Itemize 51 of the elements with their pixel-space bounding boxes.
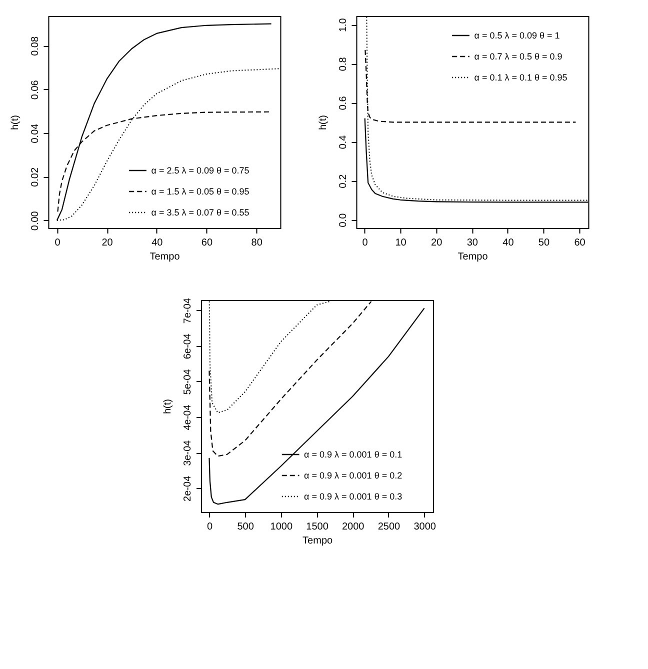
x-tick-label: 0 — [54, 238, 61, 248]
x-tick-label: 30 — [466, 238, 478, 248]
y-tick-label: 0.04 — [30, 123, 41, 144]
x-tick-label: 40 — [152, 238, 164, 248]
legend-label: α = 2.5 λ = 0.09 θ = 0.75 — [151, 166, 250, 176]
y-tick-label: 0.8 — [338, 56, 349, 72]
y-axis-title: h(t) — [10, 115, 21, 130]
x-tick-label: 2000 — [342, 522, 365, 532]
x-tick-label: 10 — [395, 238, 407, 248]
x-tick-label: 60 — [574, 238, 586, 248]
y-tick-label: 0.6 — [338, 96, 349, 110]
y-axis-title: h(t) — [162, 399, 174, 414]
x-tick-label: 0 — [362, 238, 368, 248]
x-tick-label: 0 — [206, 522, 213, 532]
y-tick-label: 0.0 — [338, 212, 349, 228]
x-axis-title: Tempo — [150, 252, 180, 262]
legend-label: α = 0.9 λ = 0.001 θ = 0.2 — [304, 470, 402, 480]
legend-label: α = 0.1 λ = 0.1 θ = 0.95 — [474, 72, 568, 82]
x-tick-label: 2500 — [378, 522, 401, 532]
x-tick-label: 50 — [538, 238, 550, 248]
y-tick-label: 3e-04 — [182, 440, 194, 466]
y-tick-label: 1.0 — [338, 18, 349, 32]
x-tick-label: 500 — [237, 522, 254, 532]
x-tick-label: 1500 — [306, 522, 329, 532]
legend-label: α = 0.7 λ = 0.5 θ = 0.9 — [474, 52, 562, 62]
y-tick-label: 0.2 — [338, 174, 349, 188]
x-axis-title: Tempo — [302, 536, 334, 546]
x-tick-label: 40 — [502, 238, 514, 248]
y-tick-label: 6e-04 — [182, 333, 194, 360]
y-axis-title: h(t) — [318, 115, 329, 130]
y-tick-label: 0.06 — [30, 80, 41, 100]
x-tick-label: 80 — [251, 238, 263, 248]
y-tick-label: 0.00 — [30, 210, 41, 231]
x-axis-title: Tempo — [458, 252, 488, 262]
legend-label: α = 0.9 λ = 0.001 θ = 0.1 — [304, 450, 402, 460]
y-tick-label: 2e-04 — [182, 475, 194, 502]
y-tick-label: 5e-04 — [182, 368, 194, 395]
x-tick-label: 20 — [431, 238, 443, 248]
x-tick-label: 1000 — [270, 522, 293, 532]
legend-label: α = 0.9 λ = 0.001 θ = 0.3 — [304, 492, 402, 502]
y-tick-label: 7e-04 — [182, 298, 194, 324]
y-tick-label: 4e-04 — [182, 404, 194, 430]
y-tick-label: 0.4 — [338, 134, 349, 150]
legend-label: α = 3.5 λ = 0.07 θ = 0.55 — [151, 208, 250, 218]
x-tick-label: 20 — [102, 238, 114, 248]
legend-label: α = 1.5 λ = 0.05 θ = 0.95 — [151, 186, 250, 196]
x-tick-label: 3000 — [414, 522, 436, 532]
legend-label: α = 0.5 λ = 0.09 θ = 1 — [474, 30, 560, 40]
y-tick-label: 0.08 — [30, 36, 41, 56]
x-tick-label: 60 — [201, 238, 213, 248]
y-tick-label: 0.02 — [30, 167, 41, 187]
